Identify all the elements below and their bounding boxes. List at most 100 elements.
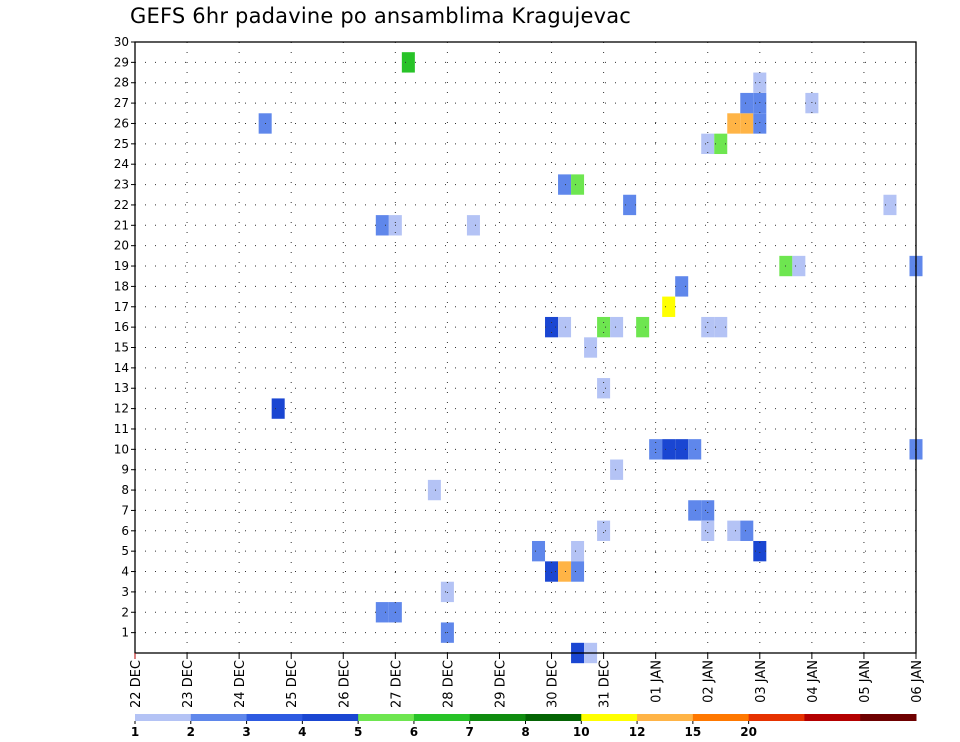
legend-swatch-7 (525, 714, 582, 721)
y-tick-label-10: 10 (114, 442, 129, 456)
y-tick-label-12: 12 (114, 402, 129, 416)
cell-24 (545, 561, 559, 582)
x-tick-label-2: 24 DEC (233, 660, 248, 708)
y-tick-label-6: 6 (121, 524, 129, 538)
legend-swatch-9 (637, 714, 694, 721)
y-tick-label-25: 25 (114, 137, 129, 151)
cell-26 (571, 561, 585, 582)
x-tick-label-8: 30 DEC (546, 660, 561, 708)
cell-8 (427, 479, 441, 501)
cell-38 (701, 520, 715, 541)
y-tick-label-26: 26 (114, 116, 129, 130)
x-tick-label-10: 01 JAN (650, 660, 665, 703)
cell-6 (375, 602, 389, 623)
cell-16 (597, 316, 611, 338)
x-tick-label-12: 03 JAN (754, 660, 769, 703)
legend-swatch-2 (246, 714, 303, 721)
y-tick-label-20: 20 (114, 239, 129, 253)
legend-label-5: 6 (410, 725, 418, 739)
cell-39 (727, 520, 741, 541)
y-tick-label-3: 3 (121, 585, 129, 599)
x-tick-label-5: 27 DEC (389, 660, 404, 708)
legend-swatch-12 (804, 714, 861, 721)
cell-22 (532, 540, 546, 562)
cell-35 (688, 439, 702, 460)
y-tick-label-8: 8 (121, 483, 129, 497)
cell-17 (610, 316, 624, 338)
chart-title: GEFS 6hr padavine po ansamblima Kragujev… (130, 4, 632, 28)
x-tick-label-11: 02 JAN (702, 660, 717, 703)
y-tick-label-28: 28 (114, 76, 129, 90)
y-tick-label-16: 16 (114, 320, 129, 334)
cell-25 (558, 561, 572, 582)
x-tick-label-9: 31 DEC (598, 660, 613, 708)
cell-2 (271, 398, 285, 419)
cell-34 (675, 439, 689, 460)
legend-swatch-5 (413, 714, 471, 721)
y-tick-label-27: 27 (114, 96, 129, 110)
x-tick-label-0: 22 DEC (129, 660, 144, 708)
legend-label-11: 20 (740, 725, 757, 739)
y-tick-label-30: 30 (114, 35, 129, 49)
cell-5 (466, 215, 480, 236)
cell-23 (571, 540, 585, 562)
cell-48 (740, 92, 754, 114)
x-tick-label-14: 05 JAN (858, 660, 873, 703)
cell-30 (662, 296, 676, 317)
legend-label-8: 10 (573, 725, 590, 739)
y-tick-label-2: 2 (121, 605, 129, 619)
y-tick-label-23: 23 (114, 178, 129, 192)
cell-44 (701, 133, 715, 155)
cell-15 (584, 337, 598, 358)
legend-swatch-10 (692, 714, 750, 721)
cell-37 (701, 500, 715, 521)
y-tick-label-7: 7 (121, 503, 129, 517)
cell-47 (740, 113, 754, 134)
legend-label-9: 12 (629, 725, 646, 739)
legend-label-10: 15 (685, 725, 702, 739)
x-tick-label-4: 26 DEC (337, 660, 352, 708)
cell-45 (714, 133, 728, 155)
x-tick-label-15: 06 JAN (910, 660, 925, 703)
legend-swatch-8 (581, 714, 638, 721)
cell-21 (597, 520, 611, 541)
cell-19 (597, 378, 611, 399)
y-tick-label-15: 15 (114, 341, 129, 355)
x-tick-label-1: 23 DEC (181, 660, 196, 708)
cell-54 (805, 92, 819, 114)
legend-swatch-0 (135, 714, 192, 721)
y-tick-label-5: 5 (121, 544, 129, 558)
x-tick-label-7: 29 DEC (493, 660, 508, 708)
cell-42 (701, 316, 715, 338)
y-tick-label-29: 29 (114, 55, 129, 69)
cell-33 (662, 439, 676, 460)
cell-12 (571, 174, 585, 195)
legend-swatch-6 (469, 714, 526, 721)
cell-20 (610, 459, 624, 480)
y-tick-label-18: 18 (114, 279, 129, 293)
cell-55 (883, 194, 897, 216)
y-tick-label-13: 13 (114, 381, 129, 395)
cell-46 (727, 113, 741, 134)
x-tick-label-6: 28 DEC (441, 660, 456, 708)
x-tick-label-3: 25 DEC (285, 660, 300, 708)
cell-3 (375, 215, 389, 236)
x-tick-label-13: 04 JAN (806, 660, 821, 703)
cell-13 (545, 316, 559, 338)
legend-label-1: 2 (187, 725, 195, 739)
legend-label-7: 8 (521, 725, 529, 739)
cell-49 (753, 92, 767, 114)
legend-swatch-1 (190, 714, 248, 721)
y-tick-label-11: 11 (114, 422, 129, 436)
y-tick-label-1: 1 (121, 626, 129, 640)
legend-swatch-11 (748, 714, 805, 721)
y-tick-label-4: 4 (121, 565, 129, 579)
cell-31 (675, 276, 689, 297)
y-tick-label-17: 17 (114, 300, 129, 314)
cell-11 (558, 174, 572, 195)
cell-50 (753, 113, 767, 134)
legend-label-2: 3 (242, 725, 250, 739)
cell-0 (401, 52, 415, 73)
legend-label-0: 1 (131, 725, 139, 739)
